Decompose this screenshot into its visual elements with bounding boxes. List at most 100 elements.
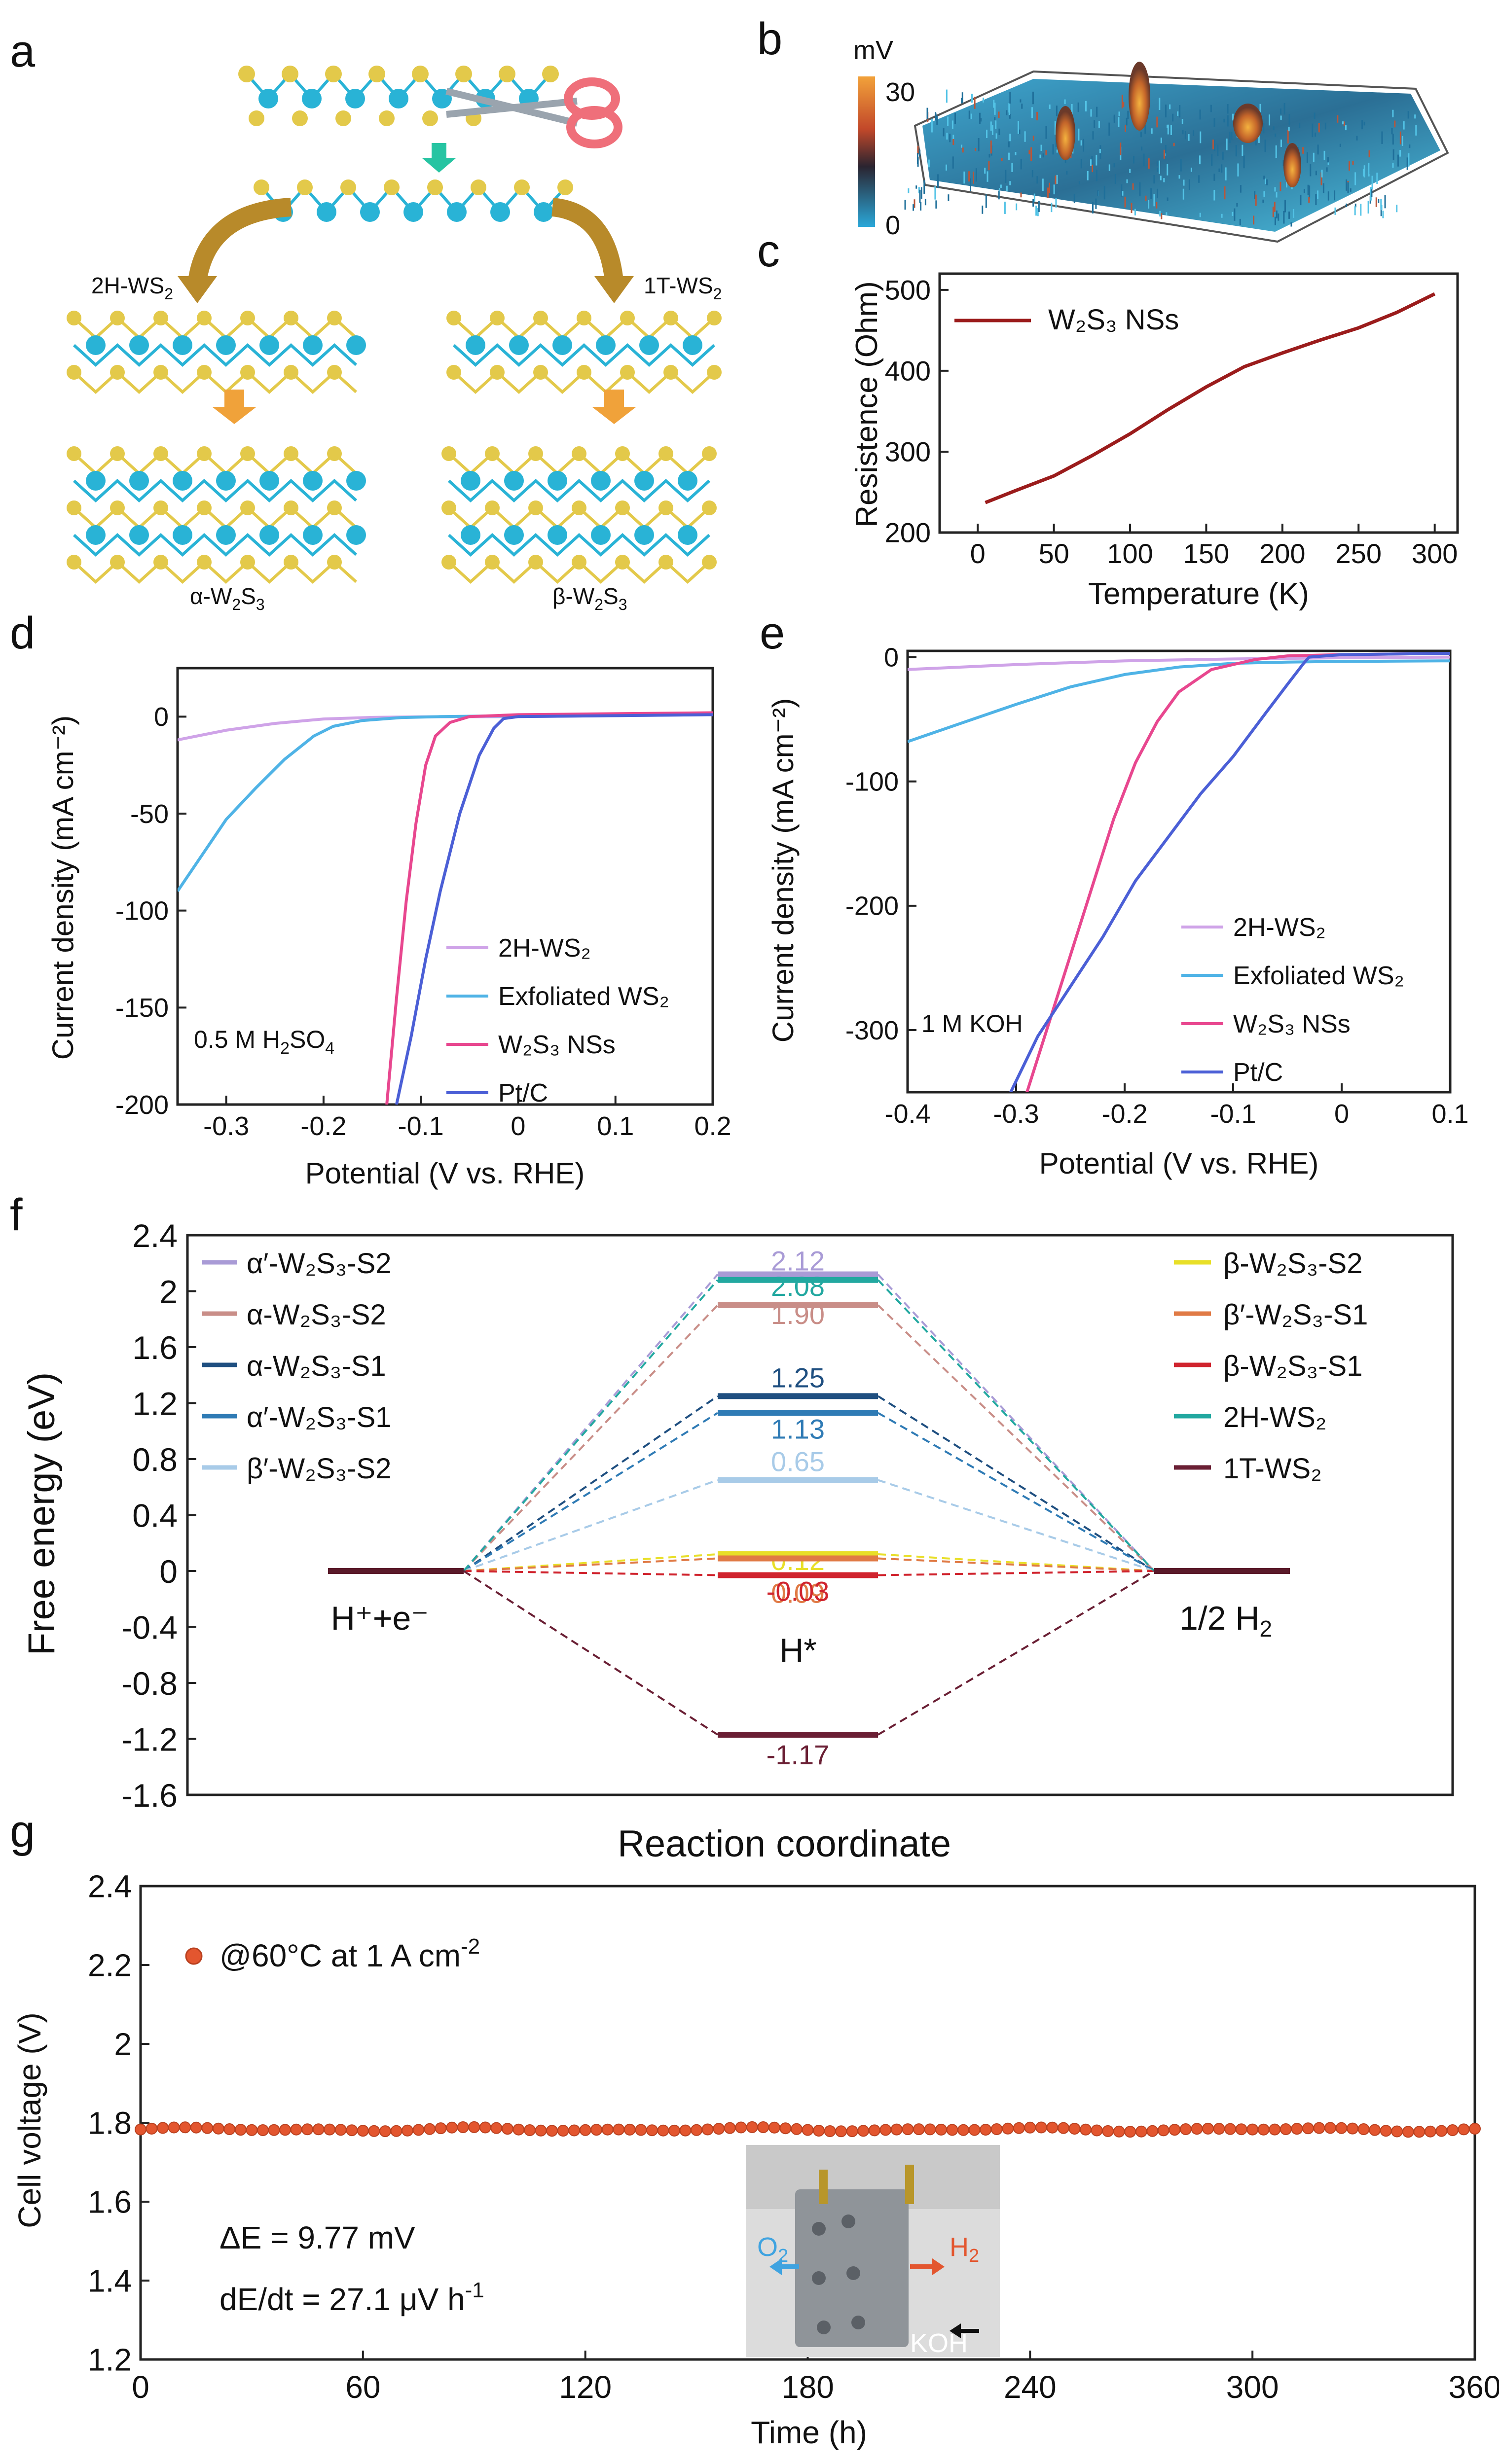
atom — [110, 311, 125, 325]
bond-line — [447, 478, 711, 503]
atom — [658, 500, 673, 515]
data-point — [346, 2124, 358, 2137]
x-tick-label: 250 — [1336, 538, 1382, 569]
data-point — [557, 2125, 569, 2137]
atom — [461, 525, 480, 545]
atom — [455, 66, 472, 82]
legend-marker-g — [185, 1947, 203, 1965]
data-point — [846, 2125, 858, 2138]
afm-peak — [1233, 104, 1263, 143]
atom — [197, 365, 212, 380]
ws2-monolayer-top — [238, 66, 559, 126]
atom — [67, 555, 81, 570]
data-point — [435, 2122, 447, 2135]
data-point — [146, 2122, 158, 2135]
legend-label: α′-W₂S₃-S2 — [247, 1248, 392, 1280]
data-point — [1135, 2125, 1147, 2138]
x-tick-label: 0 — [970, 538, 986, 569]
panel-c: c 0 50 100 150 200 250 300 200 300 400 500 W₂S₃ NS… — [757, 226, 1459, 611]
data-point — [424, 2123, 436, 2135]
data-point — [913, 2123, 925, 2136]
data-point — [1291, 2123, 1303, 2135]
data-point — [1046, 2121, 1059, 2134]
x-tick-label: 360 — [1449, 2369, 1499, 2405]
xlabel-c: Temperature (K) — [1088, 577, 1309, 611]
x-tick-label: 50 — [1038, 538, 1069, 569]
atom — [297, 179, 313, 195]
panel-a: a 2H-WS2 1T-WS2 α-W2S3 β-W2S3 — [10, 26, 722, 613]
y-tick-label: -300 — [845, 1016, 899, 1045]
legend-label: Exfoliated WS₂ — [498, 982, 669, 1011]
atom — [548, 471, 567, 491]
down-arrow-icon — [422, 143, 456, 173]
energy-value-label: 0.65 — [771, 1446, 825, 1477]
atom — [702, 500, 717, 515]
series-lines-e — [908, 652, 1450, 1092]
y-tick-label: 400 — [885, 355, 931, 386]
x-tick-label: -0.1 — [398, 1111, 444, 1141]
x-tick-label: -0.4 — [884, 1099, 930, 1129]
energy-value-label: 1.90 — [771, 1299, 825, 1330]
atom — [238, 66, 255, 82]
energy-value-label: 1.13 — [771, 1413, 825, 1444]
atom — [197, 446, 212, 461]
y-tick-label: -150 — [115, 993, 169, 1023]
atom — [615, 555, 630, 570]
series-points-g — [135, 2121, 1481, 2138]
data-point — [546, 2125, 558, 2137]
energy-connector — [463, 1570, 719, 1736]
atom — [173, 525, 192, 545]
data-point — [1313, 2122, 1325, 2134]
energy-value-label: 0.09 — [771, 1577, 825, 1608]
energy-connector — [877, 1412, 1155, 1572]
data-point — [324, 2123, 336, 2136]
series-line — [908, 659, 1450, 743]
photo-label-o2: O2 — [757, 2232, 788, 2266]
atom — [412, 66, 429, 82]
ylabel-c: Resistence (Ohm) — [850, 281, 884, 528]
atom — [663, 365, 678, 380]
series-line-w2s3-resistance — [985, 292, 1436, 504]
atom — [258, 89, 278, 108]
afm-peak — [1283, 143, 1301, 187]
ylabel-g: Cell voltage (V) — [12, 2012, 47, 2228]
atom — [620, 311, 635, 325]
drift-annotation: dE/dt = 27.1 μV h-1 — [219, 2278, 484, 2317]
legend-label: Pt/C — [498, 1079, 548, 1107]
data-point — [512, 2123, 525, 2136]
series-line — [178, 712, 713, 892]
panel-d: d -0.3 -0.2 -0.1 0 0.1 0.2 0 -50 -100 -150 -200 2H… — [10, 608, 731, 1190]
series-line — [395, 713, 713, 1105]
legend-label: 2H-WS₂ — [498, 934, 591, 963]
atom — [591, 525, 611, 545]
data-point — [791, 2123, 803, 2135]
y-tick-label: 0 — [884, 643, 899, 673]
delta-e-annotation: ΔE = 9.77 mV — [219, 2220, 415, 2255]
x-tick-label: 0 — [511, 1111, 525, 1141]
data-point — [1335, 2122, 1348, 2134]
data-point — [724, 2122, 736, 2134]
atom — [259, 335, 279, 355]
data-point — [468, 2121, 480, 2133]
series-line — [1009, 652, 1450, 1092]
axes-f: 2.4 2 1.6 1.2 0.8 0.4 0 -0.4 -0.8 -1.2 -1.6 — [121, 1217, 196, 1814]
energy-connector — [463, 1570, 718, 1576]
y-tick-label: 2.2 — [88, 1947, 132, 1983]
atom — [441, 500, 456, 515]
data-point — [968, 2124, 981, 2136]
atom — [577, 311, 591, 325]
atom — [533, 311, 548, 325]
atom — [702, 446, 717, 461]
scissors-icon — [445, 77, 622, 148]
data-point — [1269, 2123, 1281, 2136]
legend-d: 2H-WS₂ Exfoliated WS₂ W₂S₃ NSs Pt/C — [446, 934, 669, 1107]
annotation-electrolyte-d: 0.5 M H2SO4 — [194, 1026, 334, 1058]
atom — [240, 446, 255, 461]
atom — [67, 446, 81, 461]
atom — [514, 179, 530, 195]
atom — [240, 365, 255, 380]
data-point — [201, 2122, 214, 2134]
y-tick-label: -200 — [115, 1090, 169, 1120]
data-point — [1113, 2125, 1125, 2138]
data-point — [334, 2124, 347, 2136]
